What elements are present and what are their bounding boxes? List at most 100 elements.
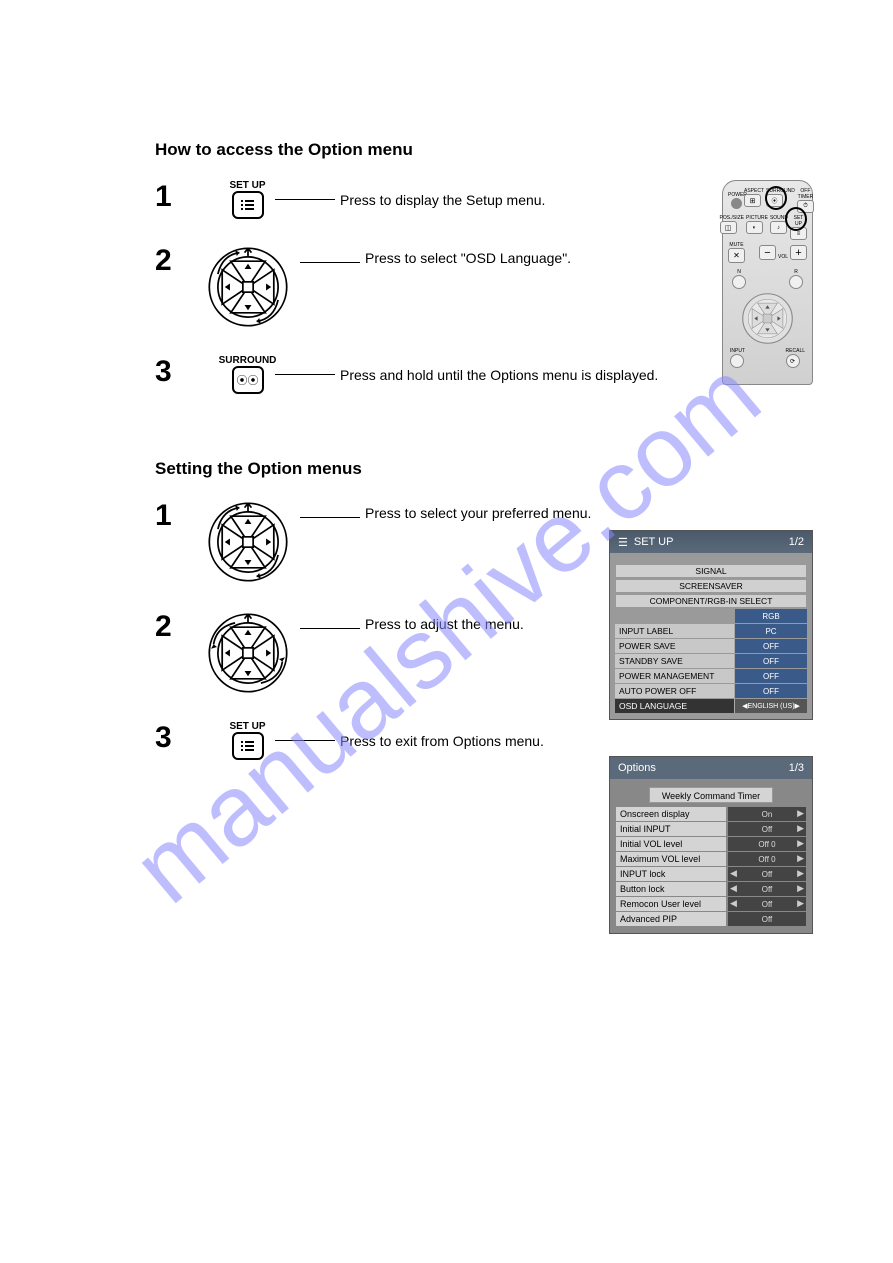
remote-label: OFF TIMER [797, 188, 814, 200]
n-button-icon [732, 275, 746, 289]
arrow-right-icon: ▶ [797, 808, 804, 819]
vol-up-button-icon: + [790, 245, 807, 260]
osd-value: OFF [735, 684, 807, 698]
input-button-icon [730, 354, 744, 368]
dpad-left-right-icon [205, 610, 291, 696]
opt-value: On▶ [728, 807, 806, 821]
dpad-up-down-icon [205, 244, 291, 330]
aspect-button-icon: ⊞ [744, 194, 761, 207]
opt-value: ◀Off▶ [728, 867, 806, 881]
step-instruction: Press and hold until the Options menu is… [340, 367, 658, 383]
osd-row: INPUT LABELPC [615, 624, 807, 638]
remote-label: POS./SIZE [720, 215, 744, 221]
surround-button-icon: ⦿⦿ [232, 366, 264, 394]
step-number: 1 [155, 180, 200, 214]
s2-step3: 3 SET UP Press to exit from Options menu… [155, 721, 833, 760]
step-instruction: Press to adjust the menu. [365, 616, 524, 632]
opt-label: INPUT lock [616, 867, 726, 881]
recall-button-icon: ⟳ [786, 354, 800, 368]
osd-label: STANDBY SAVE [615, 654, 735, 668]
step-instruction: Press to exit from Options menu. [340, 733, 544, 749]
opt-value: ◀Off▶ [728, 882, 806, 896]
opt-label: Onscreen display [616, 807, 726, 821]
opt-value: ◀Off▶ [728, 897, 806, 911]
osd-header: ☰ SET UP 1/2 [610, 531, 812, 553]
opt-label: Advanced PIP [616, 912, 726, 926]
osd-row: SCREENSAVER [615, 579, 807, 593]
osd-value: PC [735, 624, 807, 638]
leader-line [300, 628, 360, 629]
opt-value: Off [728, 912, 806, 926]
setup-button-icon [232, 191, 264, 219]
opt-value: Off 0▶ [728, 837, 806, 851]
arrow-right-icon: ▶ [797, 883, 804, 894]
osd-options-menu: Options 1/3 Weekly Command Timer Onscree… [609, 756, 813, 934]
arrow-right-icon: ▶ [797, 823, 804, 834]
opt-value: Off▶ [728, 822, 806, 836]
setup-button-icon [232, 732, 264, 760]
opt-label: Button lock [616, 882, 726, 896]
remote-control-diagram: POWER ASPECT ⊞ SURROUND ⦿ OFF TIMER ⏱ PO… [722, 180, 813, 385]
remote-label: MUTE [728, 242, 745, 248]
opt-row: Onscreen displayOn▶ [616, 807, 806, 821]
remote-label: RECALL [786, 348, 805, 354]
opt-row: Button lock◀Off▶ [616, 882, 806, 896]
osd-page: 1/2 [789, 536, 804, 548]
step-number: 2 [155, 610, 200, 644]
section1-heading: How to access the Option menu [155, 140, 833, 160]
step-number: 1 [155, 499, 200, 533]
step-number: 2 [155, 244, 200, 278]
section2-heading: Setting the Option menus [155, 459, 833, 479]
remote-label: POWER [728, 192, 744, 198]
opt-row: Remocon User level◀Off▶ [616, 897, 806, 911]
surround-label: SURROUND [219, 355, 277, 366]
leader-line [275, 374, 335, 375]
possize-button-icon: ◫ [720, 221, 737, 234]
osd-row: AUTO POWER OFFOFF [615, 684, 807, 698]
dpad-up-down-icon [205, 499, 291, 585]
opt-top-row: Weekly Command Timer [649, 787, 773, 803]
sound-button-icon: ♪ [770, 221, 787, 234]
leader-line [300, 517, 360, 518]
leader-line [300, 262, 360, 263]
arrow-right-icon: ▶ [797, 838, 804, 849]
remote-label: N [732, 269, 746, 275]
osd-row: COMPONENT/RGB-IN SELECT [615, 594, 807, 608]
arrow-right-icon: ▶ [797, 853, 804, 864]
osd-label: OSD LANGUAGE [615, 699, 735, 713]
osd-value: OFF [735, 639, 807, 653]
osd-value: RGB [735, 609, 807, 623]
osd-label: INPUT LABEL [615, 624, 735, 638]
arrow-right-icon: ▶ [797, 898, 804, 909]
arrow-left-icon: ◀ [730, 898, 737, 909]
osd-header: Options 1/3 [610, 757, 812, 779]
power-button-icon [731, 198, 742, 209]
opt-row: Initial INPUTOff▶ [616, 822, 806, 836]
osd-title: Options [618, 762, 656, 774]
setup-highlight-circle [785, 207, 807, 231]
opt-label: Initial INPUT [616, 822, 726, 836]
step-instruction: Press to select your preferred menu. [365, 505, 591, 521]
opt-row: Initial VOL levelOff 0▶ [616, 837, 806, 851]
arrow-left-icon: ◀ [730, 868, 737, 879]
osd-page: 1/3 [789, 762, 804, 774]
remote-label: ASPECT [744, 188, 764, 194]
osd-row: POWER SAVEOFF [615, 639, 807, 653]
step-instruction: Press to select "OSD Language". [365, 250, 571, 266]
osd-row: STANDBY SAVEOFF [615, 654, 807, 668]
vol-down-button-icon: − [759, 245, 776, 260]
picture-button-icon: ◐ [746, 221, 763, 234]
opt-label: Initial VOL level [616, 837, 726, 851]
menu-icon: ☰ [618, 536, 628, 549]
setup-label: SET UP [229, 721, 265, 732]
remote-dpad-icon [740, 291, 795, 346]
osd-title: SET UP [634, 536, 674, 548]
r-button-icon [789, 275, 803, 289]
osd-value: ◀ ENGLISH (US) ▶ [735, 699, 807, 713]
surround-highlight-circle [765, 186, 787, 210]
opt-row: INPUT lock◀Off▶ [616, 867, 806, 881]
setup-label: SET UP [229, 180, 265, 191]
osd-value: OFF [735, 654, 807, 668]
step-number: 3 [155, 355, 200, 389]
mute-button-icon: ✕ [728, 248, 745, 263]
